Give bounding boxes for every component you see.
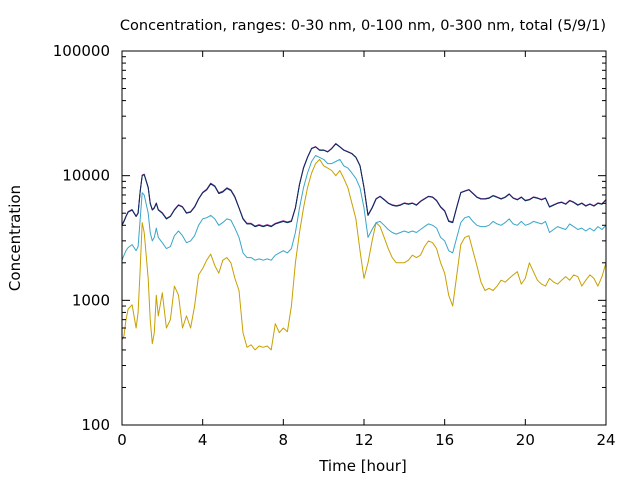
series-line-5 <box>121 143 607 228</box>
series-line-2 <box>121 155 607 261</box>
x-tick-label: 4 <box>198 431 208 449</box>
x-tick-label: 0 <box>117 431 127 449</box>
x-tick-label: 16 <box>435 431 454 449</box>
x-tick-label: 8 <box>279 431 289 449</box>
x-tick-label: 24 <box>596 431 615 449</box>
x-axis-label: Time [hour] <box>318 457 407 475</box>
series-layer <box>121 143 607 351</box>
y-tick-label: 100000 <box>53 42 110 60</box>
series-line-4 <box>121 143 607 227</box>
y-axis-label: Concentration <box>6 185 24 291</box>
ticks-layer: 0 4 8 12 16 20 24 100 1000 10000 100000 <box>53 42 616 449</box>
y-tick-label: 1000 <box>72 291 110 309</box>
chart-title: Concentration, ranges: 0-30 nm, 0-100 nm… <box>120 18 606 34</box>
x-tick-label: 12 <box>354 431 373 449</box>
plot-frame <box>121 50 607 426</box>
x-tick-label: 20 <box>516 431 535 449</box>
series-line-1 <box>121 158 607 351</box>
y-tick-label: 10000 <box>62 167 110 185</box>
y-tick-label: 100 <box>81 416 110 434</box>
